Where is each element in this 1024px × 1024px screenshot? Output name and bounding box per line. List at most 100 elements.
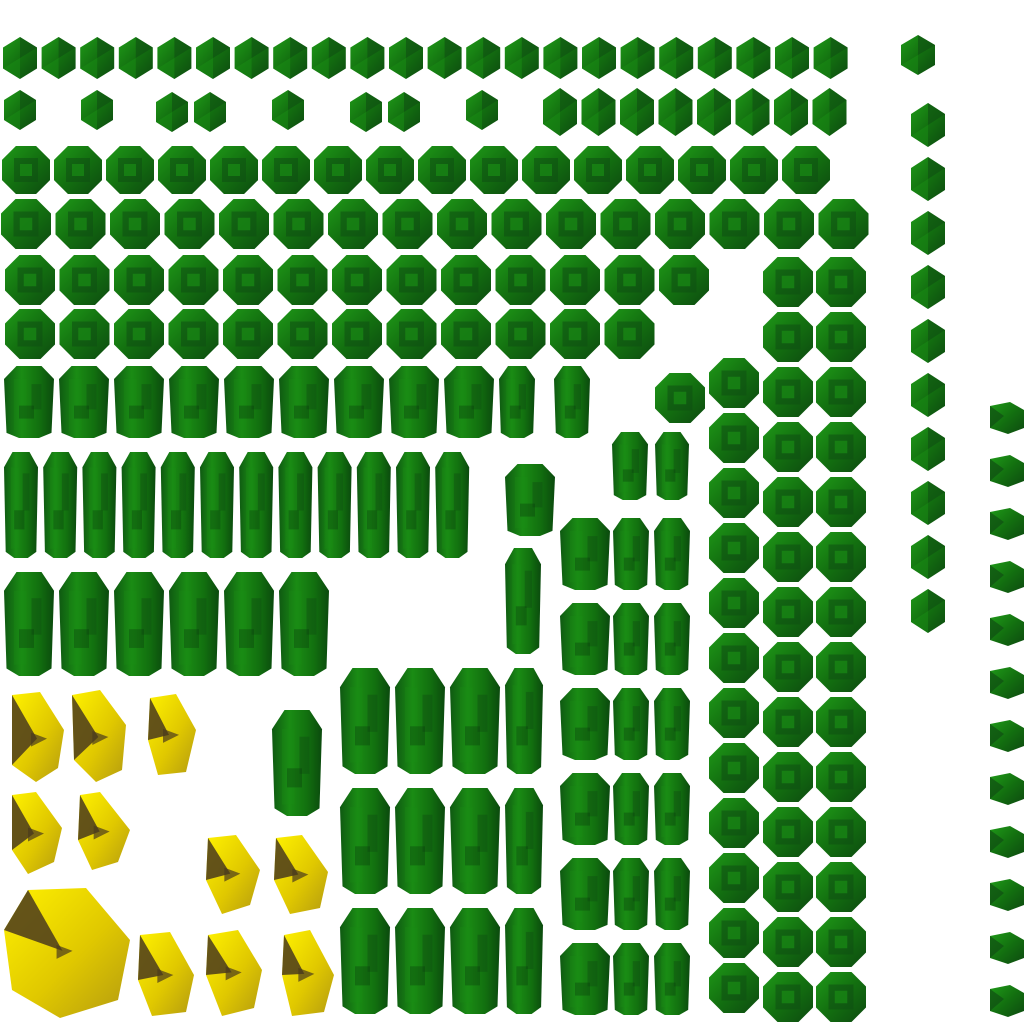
gem-prism xyxy=(395,908,445,1014)
gem-short-prism xyxy=(654,858,690,930)
gem-side-view xyxy=(990,508,1024,540)
gem-octagon xyxy=(816,697,866,747)
gem-octagon xyxy=(709,908,759,958)
gem-short-prism xyxy=(560,603,610,675)
gem-short-prism xyxy=(560,518,610,590)
gem-octagon xyxy=(763,752,813,802)
gem-side-view xyxy=(990,667,1024,699)
gem-short-prism xyxy=(613,943,649,1015)
gem-octagon xyxy=(223,255,273,305)
gem-prism xyxy=(114,572,164,676)
gem-octagon xyxy=(110,199,160,249)
gem-octagon xyxy=(816,367,866,417)
gem-octagon xyxy=(386,309,437,359)
gem-octagon xyxy=(386,255,437,305)
gem-diamond xyxy=(234,37,269,79)
gem-diamond xyxy=(775,37,809,79)
gem-octagon xyxy=(763,862,813,912)
gem-tall-prism xyxy=(435,452,470,558)
gem-octagon xyxy=(158,146,206,194)
gem-octagon xyxy=(54,146,102,194)
gem-octagon xyxy=(818,199,869,249)
gem-diamond xyxy=(911,373,945,417)
gem-diamond xyxy=(350,37,385,79)
gem-diamond xyxy=(4,90,36,130)
gem-octagon xyxy=(495,255,546,305)
gem-diamond xyxy=(194,92,226,132)
gem-octagon xyxy=(816,587,866,637)
gem-octagon xyxy=(709,468,759,518)
gem-octagon xyxy=(709,199,760,249)
gem-octagon xyxy=(495,309,546,359)
gem-diamond xyxy=(388,92,420,132)
gem-blob-yellow xyxy=(148,694,196,775)
gem-octagon xyxy=(5,255,55,305)
gem-diamond xyxy=(466,37,501,79)
gem-tall-prism xyxy=(200,452,234,558)
gem-octagon xyxy=(600,199,651,249)
gem-side-view xyxy=(990,720,1024,752)
gem-diamond xyxy=(543,37,578,79)
gem-diamond xyxy=(80,37,115,79)
gem-diamond xyxy=(911,427,945,471)
gem-diamond xyxy=(911,103,945,147)
gem-octagon xyxy=(5,309,55,359)
gem-octagon xyxy=(763,532,813,582)
gem-side-view xyxy=(990,773,1024,805)
gem-octagon xyxy=(763,257,813,307)
gem-diamond xyxy=(118,37,153,79)
gem-octagon xyxy=(816,642,866,692)
gem-octagon xyxy=(262,146,310,194)
gem-octagon xyxy=(763,477,813,527)
gem-octagon xyxy=(763,697,813,747)
gem-octagon xyxy=(59,309,110,359)
gem-side-view xyxy=(990,614,1024,646)
gem-diamond xyxy=(620,88,654,136)
gem-octagon xyxy=(764,199,814,249)
gem-diamond xyxy=(41,37,76,79)
gem-diamond xyxy=(272,90,304,130)
gem-prism xyxy=(395,788,445,894)
gem-short-prism xyxy=(613,858,649,930)
gem-tall-prism xyxy=(317,452,352,558)
gem-octagon xyxy=(441,309,491,359)
gem-diamond xyxy=(389,37,423,79)
gem-prism xyxy=(450,908,500,1014)
gem-blob-yellow xyxy=(78,792,130,870)
gem-blob-yellow xyxy=(138,932,194,1016)
gem-diamond xyxy=(350,92,382,132)
gem-short-prism xyxy=(613,688,649,760)
gem-prism xyxy=(224,572,274,676)
gem-octagon xyxy=(332,255,382,305)
gem-octagon xyxy=(441,255,491,305)
gem-blob-yellow xyxy=(206,930,262,1016)
gem-short-prism xyxy=(224,366,274,438)
gem-octagon xyxy=(114,309,164,359)
gem-side-view xyxy=(990,932,1024,964)
gem-blob-yellow xyxy=(282,930,334,1016)
gem-diamond xyxy=(543,88,577,136)
gem-tall-prism xyxy=(396,452,430,558)
gem-short-prism xyxy=(334,366,384,438)
gem-octagon xyxy=(763,972,813,1022)
gem-diamond xyxy=(427,37,462,79)
gem-blob-yellow xyxy=(72,690,126,782)
gem-prism xyxy=(340,788,390,894)
gem-diamond xyxy=(157,37,192,79)
gem-tall-prism xyxy=(356,452,391,558)
gem-diamond xyxy=(901,35,935,75)
gem-octagon xyxy=(437,199,487,249)
gem-octagon xyxy=(816,917,866,967)
gem-short-prism xyxy=(114,366,164,438)
gem-short-prism xyxy=(654,773,690,845)
gem-diamond xyxy=(812,88,847,136)
gem-octagon xyxy=(709,413,759,463)
gem-octagon xyxy=(219,199,269,249)
gem-blob-yellow xyxy=(206,835,260,914)
gem-diamond xyxy=(911,481,945,525)
gem-short-prism xyxy=(560,688,610,760)
gem-octagon xyxy=(59,255,110,305)
gem-tall-prism xyxy=(239,452,274,558)
gem-prism xyxy=(395,668,445,774)
gem-octagon xyxy=(816,422,866,472)
